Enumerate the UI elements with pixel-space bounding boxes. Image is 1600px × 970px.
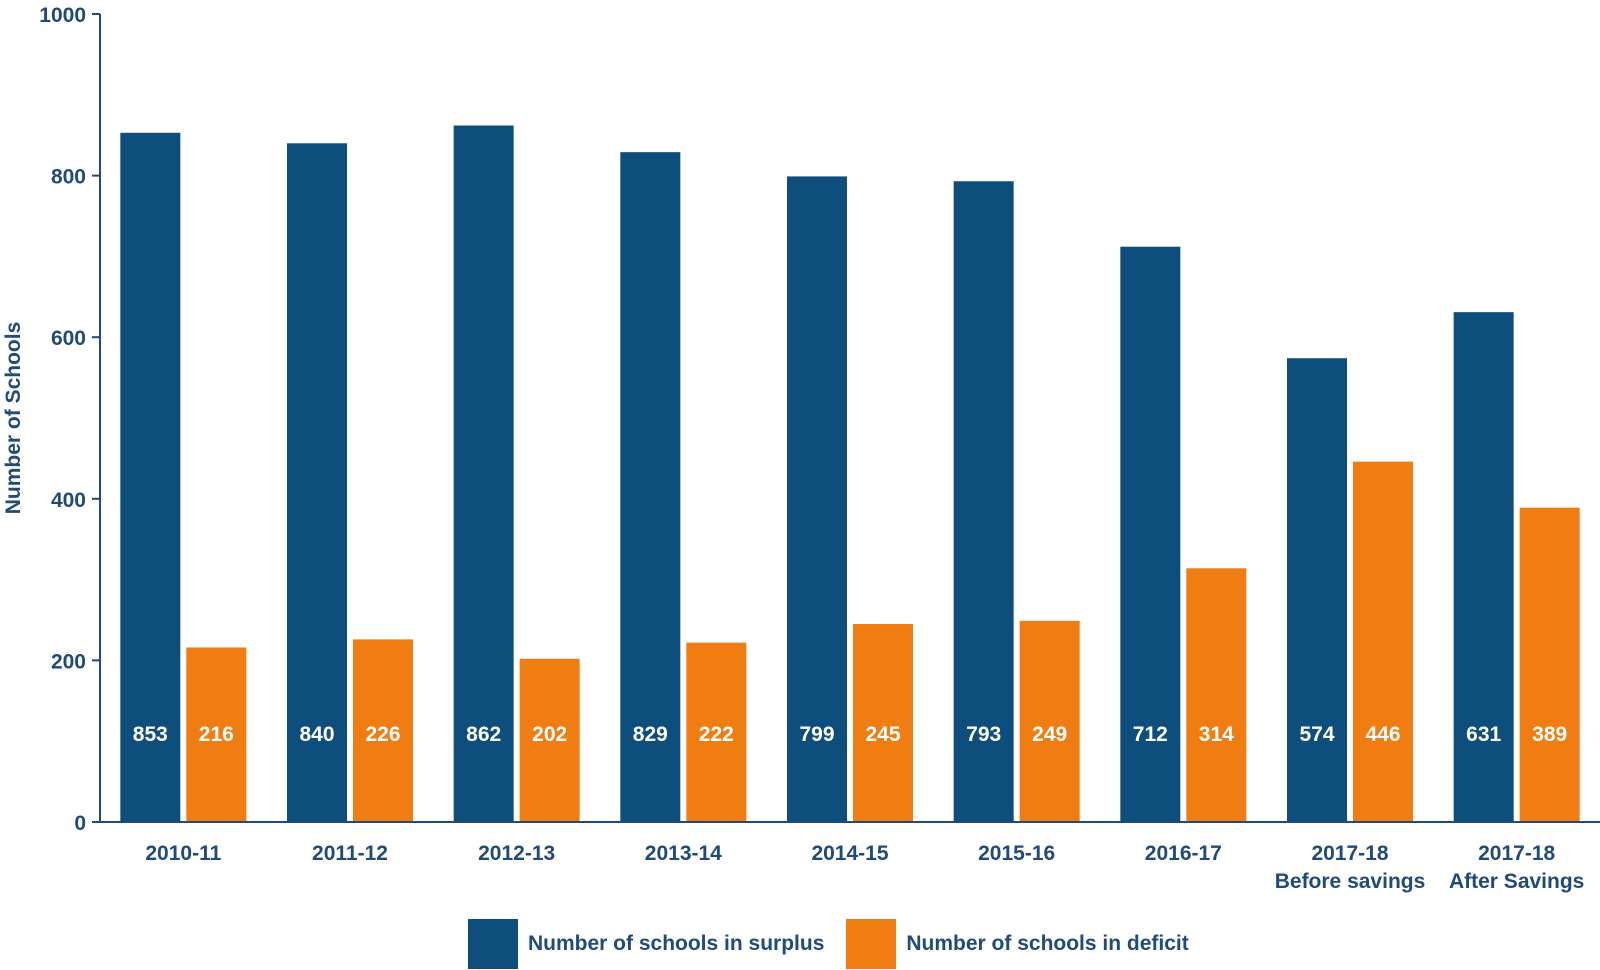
y-tick-label: 200	[51, 650, 86, 673]
surplus-value-label: 574	[1299, 723, 1334, 746]
deficit-value-label: 249	[1032, 723, 1067, 746]
deficit-value-label: 216	[199, 723, 234, 746]
x-tick-label: 2013-14	[645, 842, 722, 865]
deficit-value-label: 222	[699, 723, 734, 746]
surplus-value-label: 712	[1133, 723, 1168, 746]
deficit-value-label: 389	[1532, 723, 1567, 746]
surplus-value-label: 862	[466, 723, 501, 746]
x-tick-label: Before savings	[1275, 870, 1426, 893]
chart-legend: Number of schools in surplus Number of s…	[468, 919, 1211, 969]
deficit-bar	[1353, 461, 1413, 822]
y-tick-label: 1000	[39, 4, 86, 27]
legend-label-deficit: Number of schools in deficit	[906, 932, 1189, 955]
surplus-bar	[453, 125, 514, 822]
deficit-value-label: 446	[1365, 723, 1400, 746]
bar-chart: 0 200 400 600 800 1000 Number of Schools 853 216…	[2, 4, 1600, 893]
deficit-value-label: 314	[1199, 723, 1234, 746]
deficit-bar	[519, 658, 580, 822]
x-tick-label: 2010-11	[145, 842, 221, 865]
deficit-value-label: 202	[532, 723, 567, 746]
legend-swatch-surplus	[468, 919, 518, 969]
surplus-value-label: 829	[633, 723, 668, 746]
legend-item-deficit: Number of schools in deficit	[846, 919, 1189, 969]
deficit-bar	[853, 624, 913, 822]
surplus-bar	[620, 152, 681, 823]
legend-label-surplus: Number of schools in surplus	[528, 932, 825, 955]
x-tick-label: 2014-15	[811, 842, 888, 865]
surplus-bar	[787, 176, 847, 822]
deficit-bar	[686, 642, 747, 822]
surplus-value-label: 793	[966, 723, 1001, 746]
x-tick-label: 2016-17	[1145, 842, 1222, 865]
deficit-bar	[1019, 620, 1080, 822]
surplus-value-label: 853	[133, 723, 168, 746]
y-axis-title: Number of Schools	[2, 322, 25, 515]
surplus-bar	[1120, 246, 1181, 823]
x-tick-label: 2017-18	[1311, 842, 1388, 865]
deficit-value-label: 245	[865, 723, 900, 746]
y-tick-label: 0	[74, 812, 86, 835]
deficit-value-label: 226	[365, 723, 400, 746]
surplus-bar	[953, 181, 1014, 823]
y-tick-label: 400	[51, 489, 86, 512]
surplus-bar	[120, 132, 181, 822]
surplus-bar	[287, 143, 347, 822]
surplus-value-label: 631	[1466, 723, 1501, 746]
x-tick-label: 2012-13	[478, 842, 555, 865]
x-tick-label: 2017-18	[1478, 842, 1555, 865]
deficit-bar	[186, 647, 247, 822]
y-tick-label: 800	[51, 166, 86, 189]
surplus-value-label: 799	[799, 723, 834, 746]
legend-swatch-deficit	[846, 919, 897, 969]
deficit-bar	[1519, 507, 1580, 822]
x-tick-label: After Savings	[1449, 870, 1584, 893]
deficit-bar	[1186, 568, 1247, 822]
x-tick-label: 2011-12	[312, 842, 388, 865]
surplus-bar	[1453, 312, 1514, 822]
deficit-bar	[353, 639, 413, 822]
y-tick-label: 600	[51, 327, 86, 350]
legend-item-surplus: Number of schools in surplus	[468, 919, 824, 969]
surplus-bar	[1287, 358, 1347, 822]
surplus-value-label: 840	[299, 723, 334, 746]
x-tick-label: 2015-16	[978, 842, 1055, 865]
